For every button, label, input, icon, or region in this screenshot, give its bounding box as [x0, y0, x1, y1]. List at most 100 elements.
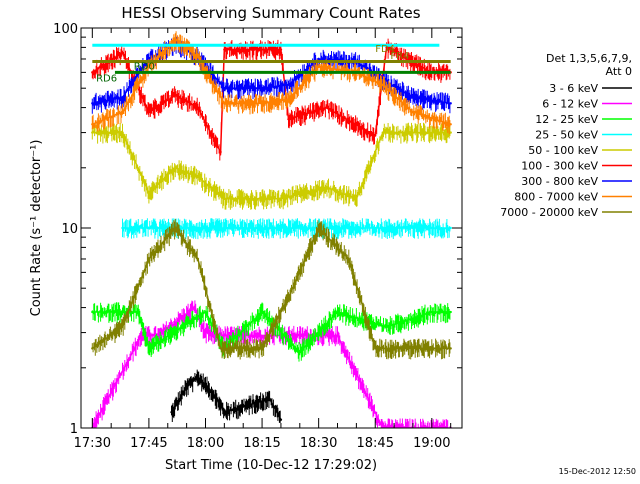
- legend-entry-label: 800 - 7000 keV: [514, 191, 598, 204]
- data-point: [430, 310, 434, 314]
- legend-entry-label: 100 - 300 keV: [521, 160, 598, 173]
- data-point: [185, 385, 188, 389]
- data-point: [91, 131, 94, 134]
- data-point: [324, 106, 328, 109]
- data-point: [279, 197, 283, 200]
- series-trace: [121, 218, 452, 240]
- data-point: [121, 325, 124, 329]
- data-point: [374, 226, 377, 230]
- data-point: [260, 226, 264, 230]
- data-point: [174, 166, 177, 169]
- data-point: [279, 48, 283, 51]
- data-point: [223, 334, 226, 337]
- data-point: [91, 71, 94, 74]
- data-point: [260, 87, 264, 90]
- data-point: [174, 94, 177, 97]
- data-point: [170, 410, 173, 414]
- data-point: [204, 331, 207, 334]
- data-point: [196, 257, 200, 261]
- data-point: [196, 106, 200, 109]
- data-point: [91, 102, 94, 105]
- legend-title: Att 0: [606, 65, 632, 78]
- x-tick-label: 18:00: [187, 436, 224, 451]
- legend-entry-label: 6 - 12 keV: [542, 98, 598, 111]
- data-point: [392, 347, 396, 350]
- y-axis: 1 10 100: [53, 22, 462, 437]
- data-point: [121, 96, 124, 99]
- x-axis: 17:30 17:45 18:00 18:15 18:30 18:45 19:00: [74, 28, 452, 451]
- series-trace: [91, 302, 452, 362]
- data-point: [287, 117, 290, 121]
- legend-entry-label: 50 - 100 keV: [528, 144, 598, 157]
- data-point: [223, 410, 226, 414]
- data-point: [268, 397, 271, 400]
- x-tick-label: 17:30: [74, 436, 111, 451]
- data-point: [336, 334, 339, 337]
- data-point: [140, 334, 143, 337]
- series-line: [92, 131, 451, 200]
- data-point: [196, 175, 200, 179]
- data-point: [449, 131, 452, 134]
- data-point: [347, 257, 351, 261]
- data-point: [91, 123, 94, 126]
- legend-entry-label: 3 - 6 keV: [549, 82, 598, 95]
- data-point: [336, 310, 339, 314]
- data-point: [121, 131, 124, 134]
- data-point: [279, 418, 283, 421]
- data-point: [196, 226, 200, 230]
- data-point: [223, 87, 226, 90]
- data-point: [192, 306, 196, 309]
- x-tick-label: 18:15: [243, 436, 280, 451]
- data-point: [374, 347, 377, 350]
- data-point: [147, 57, 151, 61]
- legend-title: Det 1,3,5,6,7,9,: [546, 52, 632, 65]
- data-point: [223, 197, 226, 200]
- data-point: [449, 123, 452, 126]
- legend-entry-label: 25 - 50 keV: [535, 129, 598, 142]
- data-point: [260, 310, 264, 314]
- data-point: [385, 325, 388, 329]
- data-point: [223, 48, 226, 51]
- annotation-label: FD4: [375, 44, 395, 55]
- legend-entry-label: 300 - 800 keV: [521, 175, 598, 188]
- data-point: [219, 347, 222, 350]
- footer-timestamp: 15-Dec-2012 12:50: [559, 467, 636, 476]
- y-tick-label: 10: [61, 222, 78, 237]
- data-point: [147, 110, 151, 114]
- x-axis-label: Start Time (10-Dec-12 17:29:02): [165, 458, 377, 473]
- series-trace: [170, 369, 283, 423]
- series-trace: [91, 218, 452, 360]
- data-point: [381, 83, 384, 86]
- data-point: [211, 391, 215, 394]
- data-point: [147, 347, 151, 350]
- data-point: [147, 226, 151, 230]
- data-point: [260, 347, 264, 350]
- x-tick-label: 19:00: [413, 436, 450, 451]
- data-point: [196, 55, 200, 58]
- data-point: [204, 310, 207, 314]
- series-trace: [91, 31, 452, 135]
- data-point: [260, 102, 264, 105]
- data-point: [411, 131, 415, 134]
- y-axis-label: Count Rate (s⁻¹ detector⁻¹): [29, 140, 44, 317]
- data-point: [223, 226, 226, 230]
- chart-title: HESSI Observing Summary Count Rates: [121, 4, 420, 22]
- legend: Det 1,3,5,6,7,9,Att 0 3 - 6 keV 6 - 12 keV…: [500, 52, 632, 219]
- data-point: [121, 110, 124, 114]
- data-point: [196, 375, 200, 379]
- data-point: [385, 46, 388, 49]
- data-point: [91, 347, 94, 350]
- series-trace: [91, 122, 452, 210]
- data-point: [355, 197, 358, 200]
- data-point: [91, 310, 94, 314]
- data-point: [430, 226, 434, 230]
- data-point: [411, 96, 415, 99]
- data-point: [147, 65, 151, 68]
- data-point: [287, 83, 290, 86]
- data-point: [121, 226, 124, 230]
- data-point: [136, 310, 139, 314]
- data-point: [449, 226, 452, 230]
- data-point: [317, 57, 320, 61]
- x-tick-label: 18:45: [357, 436, 394, 451]
